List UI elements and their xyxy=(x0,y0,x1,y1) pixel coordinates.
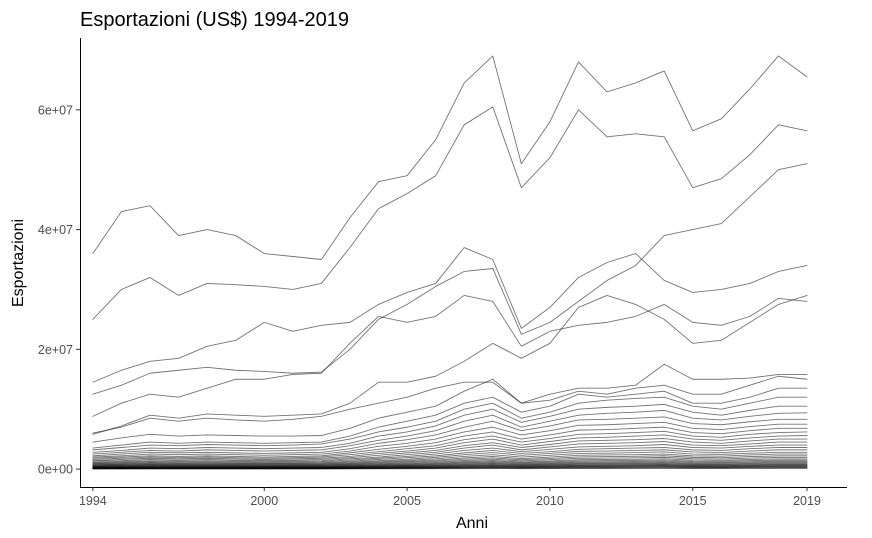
x-tick-label: 2015 xyxy=(679,494,707,508)
x-tick-label: 2005 xyxy=(393,494,421,508)
series-line-4 xyxy=(92,247,808,383)
series-line-19 xyxy=(92,441,808,463)
x-axis-ticks: 1994 2000 2005 2010 2015 2019 xyxy=(79,487,821,508)
series-line-23 xyxy=(92,451,808,466)
series-line-17 xyxy=(92,434,808,462)
series-line-20 xyxy=(92,444,808,464)
series-line-11 xyxy=(92,403,808,453)
series-line-21 xyxy=(92,447,808,465)
y-tick-label: 4e+07 xyxy=(38,223,73,237)
y-axis-label: Esportazioni xyxy=(10,219,27,307)
series-lines xyxy=(92,55,808,470)
y-tick-label: 6e+07 xyxy=(38,103,73,117)
x-tick-label: 2019 xyxy=(793,494,821,508)
series-line-26 xyxy=(92,456,808,467)
series-line-6 xyxy=(92,294,808,435)
y-tick-label: 0e+00 xyxy=(38,463,73,477)
series-line-16 xyxy=(92,430,808,460)
x-tick-label: 2010 xyxy=(536,494,564,508)
chart-title: Esportazioni (US$) 1994-2019 xyxy=(80,9,349,31)
series-line-25 xyxy=(92,455,808,467)
series-line-15 xyxy=(92,426,808,459)
x-tick-label: 1994 xyxy=(79,494,107,508)
series-line-5 xyxy=(92,294,808,417)
x-axis-label: Anni xyxy=(456,515,488,532)
y-axis-ticks: 0e+00 2e+07 4e+07 6e+07 xyxy=(38,103,80,477)
series-line-1 xyxy=(92,55,808,260)
series-line-12 xyxy=(92,409,808,455)
series-line-18 xyxy=(92,438,808,462)
series-line-24 xyxy=(92,453,808,466)
series-line-2 xyxy=(92,106,808,320)
series-line-14 xyxy=(92,421,808,458)
series-line-3 xyxy=(92,163,808,395)
series-line-7 xyxy=(92,363,808,434)
series-line-22 xyxy=(92,449,808,465)
y-tick-label: 2e+07 xyxy=(38,343,73,357)
series-line-10 xyxy=(92,396,808,451)
series-line-8 xyxy=(92,375,808,443)
x-tick-label: 2000 xyxy=(250,494,278,508)
series-line-13 xyxy=(92,416,808,457)
series-line-9 xyxy=(92,387,808,449)
